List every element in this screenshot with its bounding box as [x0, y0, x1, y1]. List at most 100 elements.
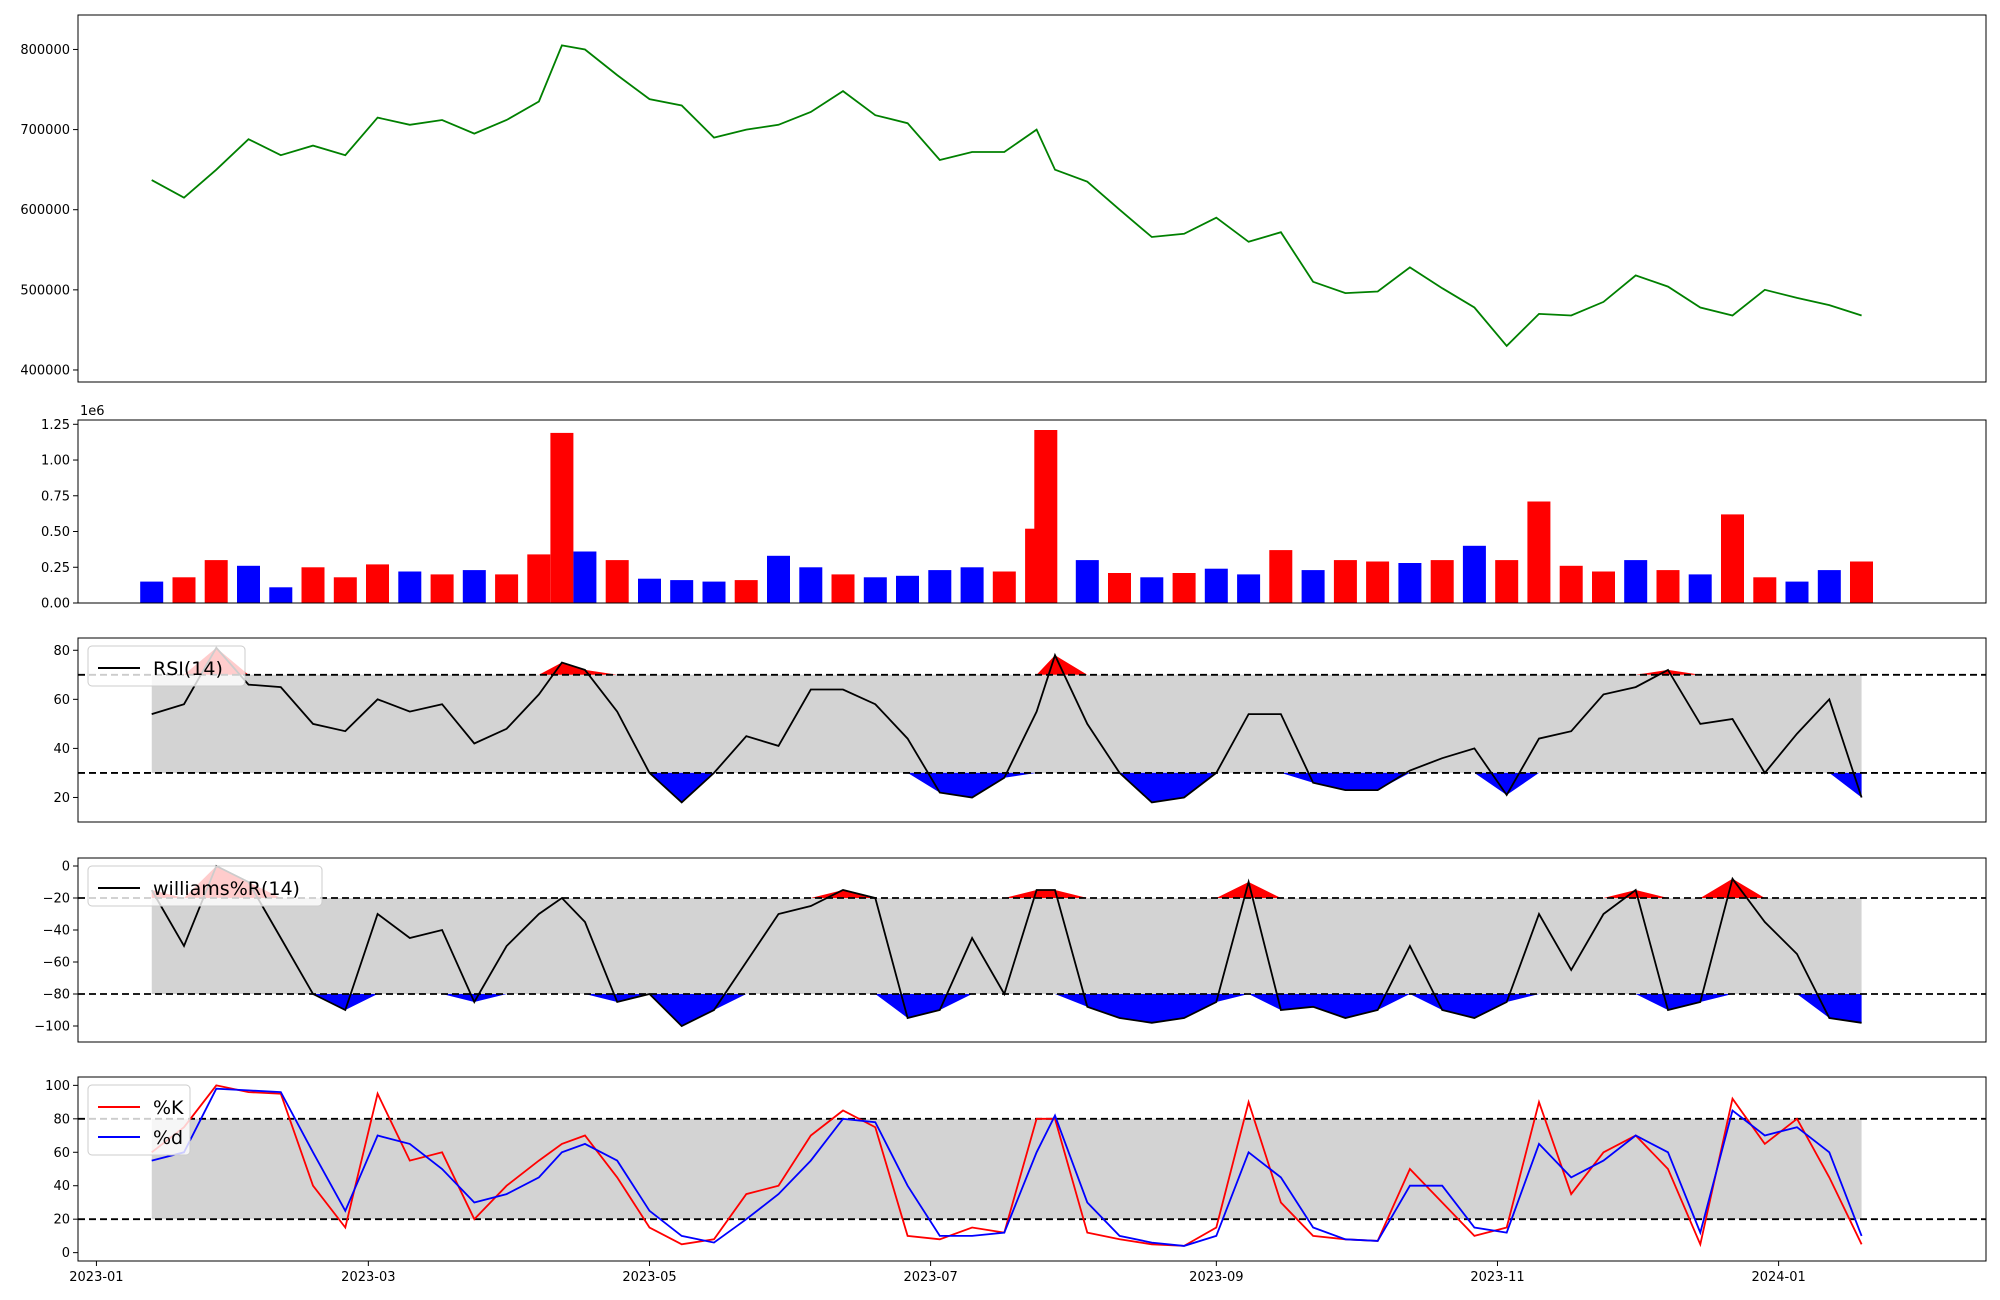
volume-bar: [1721, 514, 1744, 603]
y-tick-label: 1.25: [41, 418, 70, 433]
volume-bar: [1075, 560, 1099, 603]
volume-bar: [398, 571, 422, 603]
volume-bar: [1301, 570, 1325, 603]
volume-bar: [1753, 577, 1777, 603]
y-tick-label: 700000: [20, 123, 70, 138]
volume-bar: [333, 577, 357, 603]
overbought-fill: [151, 647, 1862, 675]
rsi-panel: 20 40 60 80 RSI(14): [53, 637, 1987, 823]
volume-bar: [863, 577, 887, 603]
volume-panel: 1e6 0.00 0.25 0.50 0.75 1.00 1.25: [41, 404, 1987, 612]
y-tick-label: 0.75: [41, 489, 70, 504]
volume-offset-label: 1e6: [80, 404, 105, 419]
stochastic-panel: 0 20 40 60 80 100 %K %d 2023-01 2023-03 2023-05 202…: [45, 1076, 1987, 1285]
volume-bar: [1333, 560, 1357, 603]
y-tick-label: −60: [43, 956, 70, 971]
axes-frame: [77, 637, 1987, 823]
y-tick-label: 100: [45, 1079, 70, 1094]
price-series-line: [151, 44, 1862, 348]
volume-bar: [605, 560, 629, 603]
y-tick-label: 0: [62, 1246, 70, 1261]
axes-frame: [77, 419, 1987, 604]
legend-label: %d: [153, 1127, 183, 1149]
y-tick-label: 60: [53, 1146, 70, 1161]
volume-bar: [1172, 573, 1196, 603]
y-tick-label: 20: [53, 1213, 70, 1228]
x-tick-label: 2024-01: [1751, 1270, 1805, 1285]
y-tick-label: 800000: [20, 43, 70, 58]
price-panel: 400000 500000 600000 700000 800000: [20, 14, 1987, 383]
overbought-fill: [151, 866, 1862, 898]
volume-bar: [734, 580, 758, 603]
volume-bar: [1140, 577, 1164, 603]
x-tick-label: 2023-07: [903, 1270, 957, 1285]
volume-bar: [670, 580, 694, 603]
volume-bar: [1850, 561, 1873, 603]
y-tick-label: 0: [62, 860, 70, 875]
volume-bar: [1462, 545, 1486, 603]
volume-bar: [462, 570, 486, 603]
volume-bar: [1430, 560, 1454, 603]
neutral-band: [151, 1118, 1862, 1220]
volume-bar: [204, 560, 228, 603]
volume-bar: [638, 578, 661, 603]
volume-bar: [1495, 560, 1519, 603]
axes-frame: [77, 857, 1987, 1043]
y-tick-label: 60: [53, 693, 70, 708]
y-tick-label: 500000: [20, 283, 70, 298]
volume-bar: [831, 574, 855, 603]
legend-box: [87, 865, 323, 907]
volume-bar: [1785, 581, 1809, 603]
volume-bar: [992, 571, 1016, 603]
neutral-band: [151, 898, 1862, 994]
oversold-fill: [151, 772, 1862, 803]
volume-bar: [1366, 561, 1390, 603]
volume-bar: [1204, 568, 1228, 603]
volume-bar: [269, 587, 293, 603]
legend-label: RSI(14): [153, 658, 223, 680]
volume-bar: [527, 554, 551, 603]
volume-bar: [1108, 573, 1131, 603]
volume-bar: [140, 581, 164, 603]
volume-bar: [301, 567, 325, 603]
y-tick-label: 600000: [20, 203, 70, 218]
y-tick-label: 0.25: [41, 561, 70, 576]
legend-label: %K: [153, 1097, 184, 1119]
volume-bar: [1237, 574, 1261, 603]
axes-frame: [77, 1076, 1987, 1262]
legend-label: williams%R(14): [153, 878, 300, 900]
volume-bar: [702, 581, 726, 603]
volume-bar: [573, 551, 597, 603]
volume-bar: [1624, 560, 1648, 603]
neutral-band: [151, 674, 1862, 773]
volume-bar: [1527, 501, 1551, 603]
volume-bar: [1656, 570, 1680, 603]
y-tick-label: −80: [43, 988, 70, 1003]
y-tick-label: −20: [43, 892, 70, 907]
x-tick-label: 2023-11: [1470, 1270, 1524, 1285]
y-tick-label: 20: [53, 791, 70, 806]
volume-bar: [799, 567, 823, 603]
volume-bar: [928, 570, 952, 603]
volume-bar: [430, 574, 454, 603]
y-tick-label: 1.00: [41, 454, 70, 469]
oversold-fill: [151, 994, 1862, 1026]
volume-bar: [1559, 565, 1583, 603]
series-line: [150, 864, 1862, 1028]
volume-bar: [366, 564, 389, 603]
volume-bar: [1592, 571, 1615, 603]
y-tick-label: −100: [34, 1020, 70, 1035]
volume-bar: [237, 565, 260, 603]
y-tick-label: 400000: [20, 363, 70, 378]
y-tick-label: 40: [53, 1179, 70, 1194]
axes-frame: [77, 14, 1987, 383]
volume-bar: [767, 555, 790, 603]
x-tick-label: 2023-05: [622, 1270, 676, 1285]
x-tick-label: 2023-03: [341, 1270, 395, 1285]
volume-bar: [960, 567, 984, 603]
volume-bar: [896, 575, 919, 603]
y-tick-label: 0.00: [41, 597, 70, 612]
y-tick-label: 40: [53, 742, 70, 757]
y-tick-label: −40: [43, 924, 70, 939]
